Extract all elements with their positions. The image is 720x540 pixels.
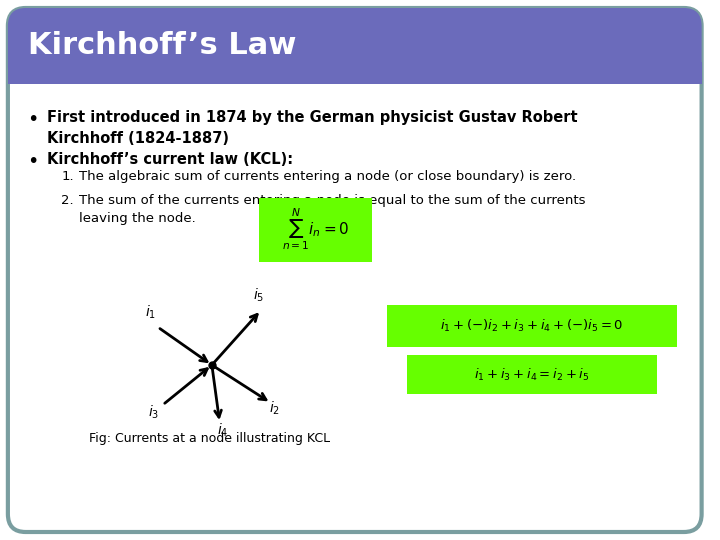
Text: Fig: Currents at a node illustrating KCL: Fig: Currents at a node illustrating KCL bbox=[89, 432, 330, 445]
Text: Kirchhoff’s Law: Kirchhoff’s Law bbox=[27, 30, 296, 59]
Text: •: • bbox=[27, 110, 39, 129]
Text: First introduced in 1874 by the German physicist Gustav Robert
Kirchhoff (1824-1: First introduced in 1874 by the German p… bbox=[48, 110, 578, 146]
Text: $\sum_{n=1}^{N} i_n = 0$: $\sum_{n=1}^{N} i_n = 0$ bbox=[282, 206, 349, 252]
Text: $i_1 + (-)i_2 + i_3 + i_4 + (-)i_5 = 0$: $i_1 + (-)i_2 + i_3 + i_4 + (-)i_5 = 0$ bbox=[441, 318, 624, 334]
Text: $i_2$: $i_2$ bbox=[269, 400, 280, 417]
Text: $i_3$: $i_3$ bbox=[148, 404, 159, 421]
Bar bbox=[8, 62, 701, 84]
FancyBboxPatch shape bbox=[407, 355, 657, 394]
Text: The algebraic sum of currents entering a node (or close boundary) is zero.: The algebraic sum of currents entering a… bbox=[78, 170, 576, 183]
Text: Kirchhoff’s current law (KCL):: Kirchhoff’s current law (KCL): bbox=[48, 152, 294, 167]
Text: •: • bbox=[27, 152, 39, 171]
Text: $i_1 + i_3 + i_4 = i_2 + i_5$: $i_1 + i_3 + i_4 = i_2 + i_5$ bbox=[474, 367, 590, 383]
FancyBboxPatch shape bbox=[259, 198, 372, 262]
Text: 2.: 2. bbox=[61, 194, 73, 207]
Text: $i_4$: $i_4$ bbox=[217, 422, 228, 440]
FancyBboxPatch shape bbox=[8, 8, 701, 532]
Text: 1.: 1. bbox=[61, 170, 73, 183]
Text: The sum of the currents entering a node is equal to the sum of the currents
leav: The sum of the currents entering a node … bbox=[78, 194, 585, 225]
Text: $i_1$: $i_1$ bbox=[145, 304, 156, 321]
FancyBboxPatch shape bbox=[8, 8, 701, 84]
Text: $i_5$: $i_5$ bbox=[253, 287, 264, 305]
FancyBboxPatch shape bbox=[387, 305, 677, 347]
